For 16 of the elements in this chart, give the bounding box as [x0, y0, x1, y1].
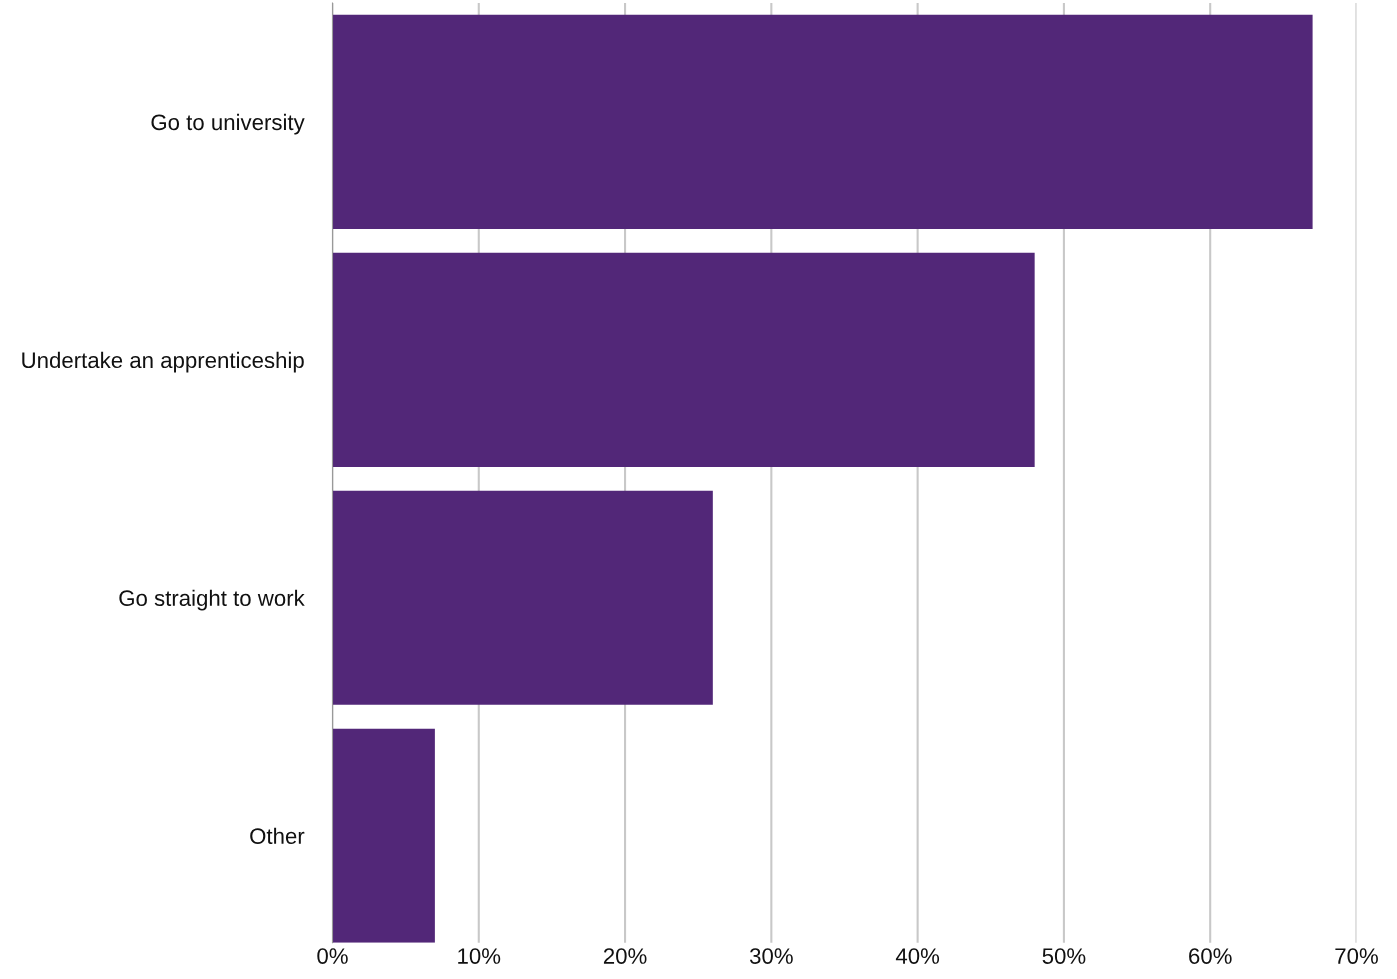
bar [332, 490, 713, 705]
y-tick-label: Go to university [151, 113, 305, 135]
y-tick-label: Undertake an apprenticeship [22, 351, 304, 373]
x-tick-label: 50% [1042, 948, 1086, 964]
bar [332, 252, 1035, 467]
x-tick-label: 70% [1335, 948, 1378, 964]
bar [332, 728, 435, 943]
y-tick-label: Other [250, 827, 305, 844]
x-tick-label: 60% [1189, 948, 1232, 964]
x-tick-label: 30% [749, 948, 793, 964]
x-tick-label: 20% [603, 948, 647, 964]
x-tick-label: 40% [895, 948, 940, 964]
x-tick-label: 0% [317, 948, 348, 964]
x-tick-label: 10% [458, 948, 501, 964]
bar [332, 14, 1313, 229]
y-tick-label: Go straight to work [119, 589, 305, 611]
